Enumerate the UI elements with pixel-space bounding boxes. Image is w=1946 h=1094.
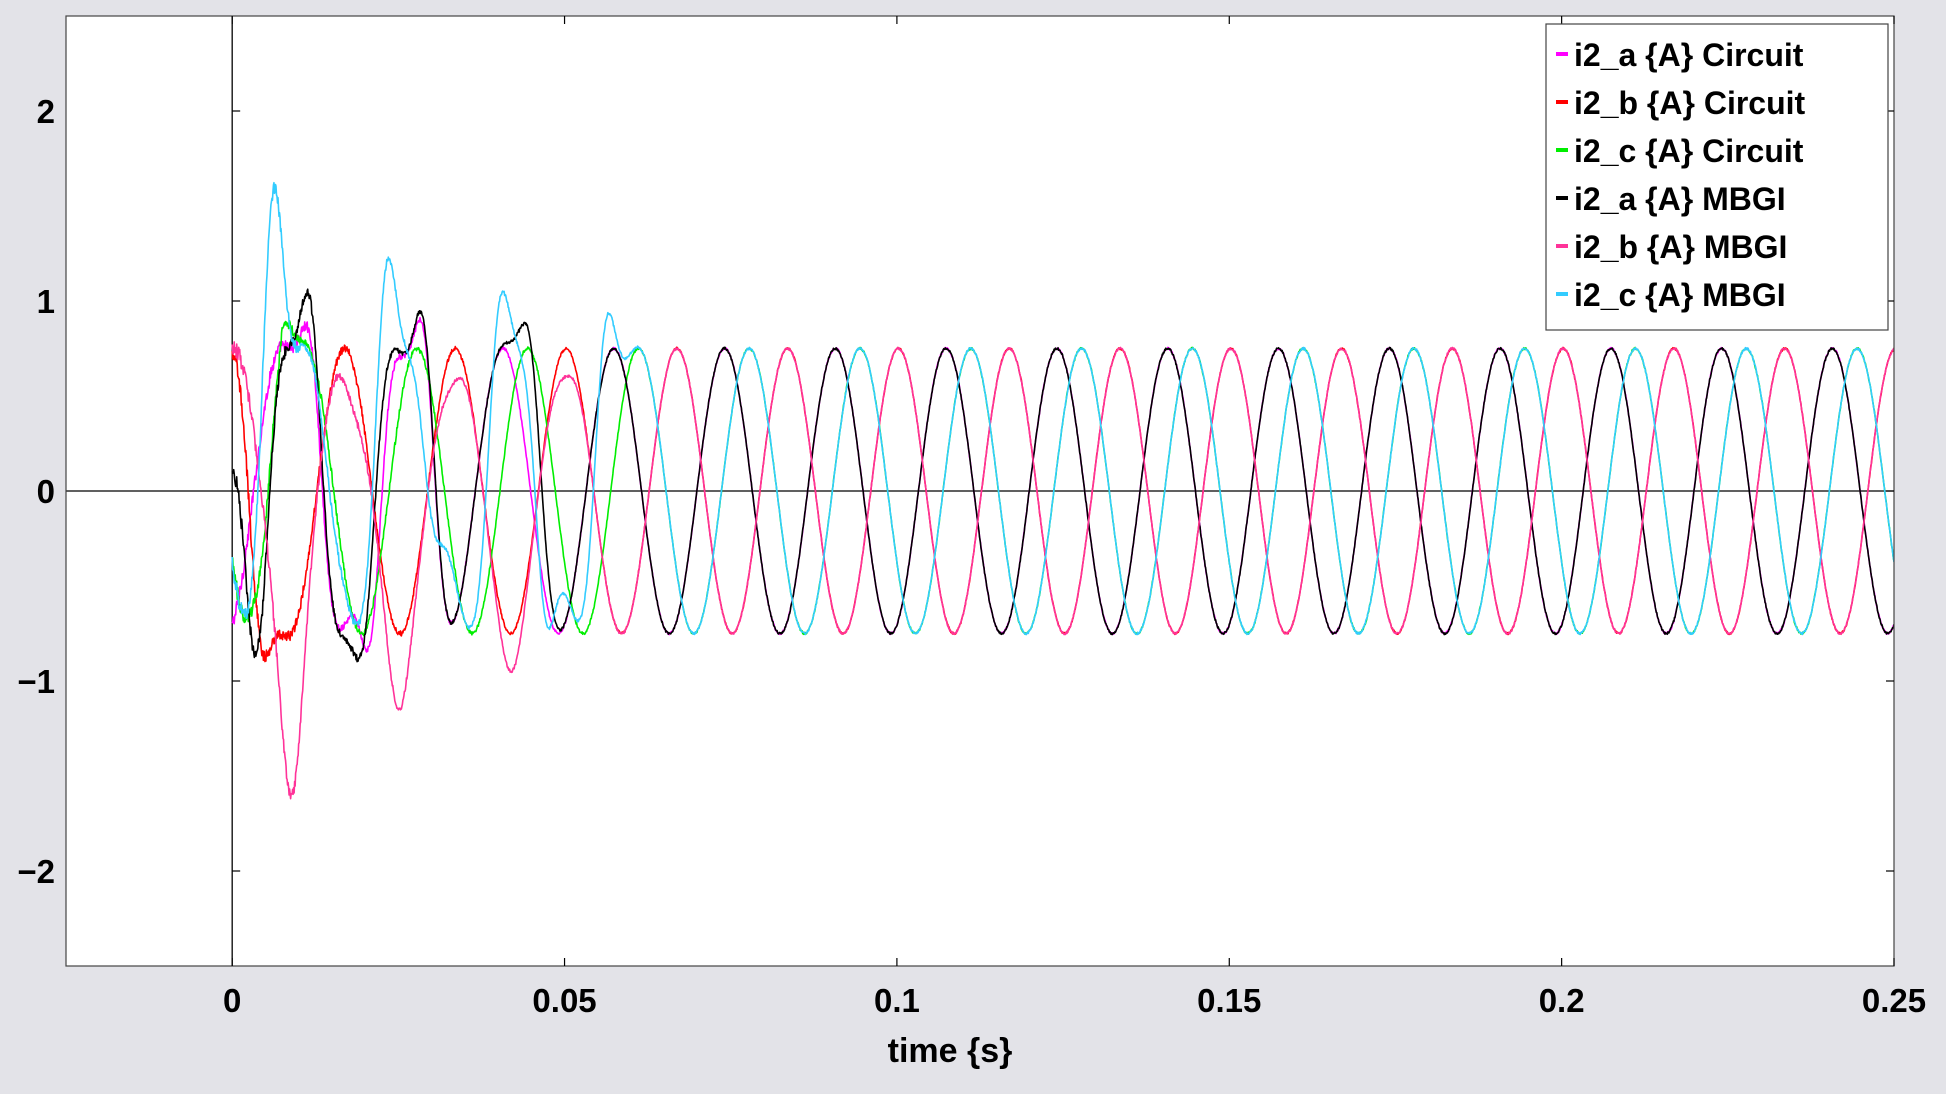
legend-label: i2_a {A} MBGI bbox=[1574, 181, 1786, 217]
legend: i2_a {A} Circuit i2_b {A} Circuit i2_c {A}… bbox=[1545, 23, 1889, 331]
x-axis-label: time {s} bbox=[888, 1032, 1013, 1070]
x-tick-label: 0.2 bbox=[1539, 982, 1585, 1019]
y-tick-label: −2 bbox=[17, 853, 55, 890]
y-axis-ticks: −2 −1 0 1 2 bbox=[17, 93, 1894, 890]
series-layer bbox=[231, 181, 1894, 800]
x-tick-label: 0.1 bbox=[874, 982, 920, 1019]
series-line-3 bbox=[231, 288, 1894, 663]
legend-label: i2_b {A} MBGI bbox=[1574, 229, 1787, 265]
legend-label: i2_c {A} MBGI bbox=[1574, 277, 1786, 313]
legend-label: i2_a {A} Circuit bbox=[1574, 37, 1804, 73]
legend-label: i2_b {A} Circuit bbox=[1574, 85, 1806, 121]
legend-box bbox=[1545, 23, 1889, 331]
y-tick-label: −1 bbox=[17, 663, 55, 700]
x-tick-label: 0 bbox=[223, 982, 241, 1019]
x-tick-label: 0.05 bbox=[532, 982, 596, 1019]
y-tick-label: 2 bbox=[37, 93, 55, 130]
y-tick-label: 1 bbox=[37, 283, 55, 320]
series-line-5 bbox=[231, 181, 1894, 636]
series-line-4 bbox=[231, 341, 1894, 800]
legend-label: i2_c {A} Circuit bbox=[1574, 133, 1804, 169]
x-tick-label: 0.25 bbox=[1862, 982, 1926, 1019]
x-tick-label: 0.15 bbox=[1197, 982, 1261, 1019]
y-tick-label: 0 bbox=[37, 473, 55, 510]
x-axis-ticks: 0 0.05 0.1 0.15 0.2 0.25 bbox=[223, 16, 1926, 1019]
